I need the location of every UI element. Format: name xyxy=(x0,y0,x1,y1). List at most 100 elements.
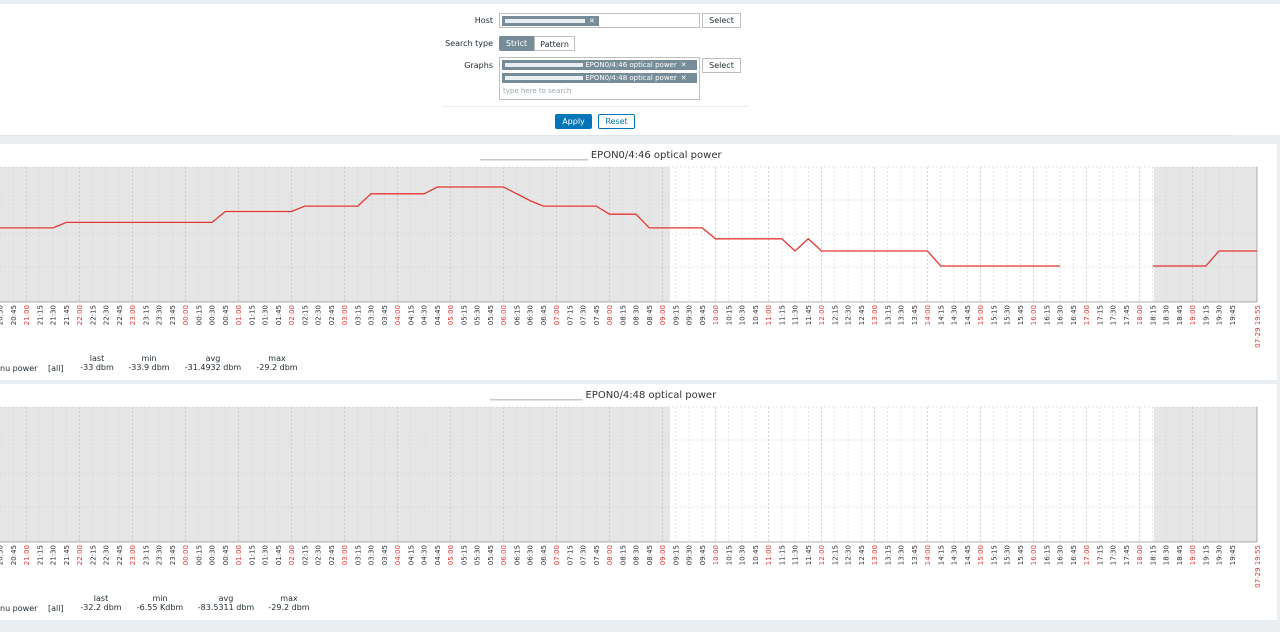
x-tick-label: 06:00 xyxy=(500,305,508,325)
x-tick-label: 04:30 xyxy=(421,305,429,325)
x-tick-label: 17:15 xyxy=(1096,305,1104,325)
x-tick-label: 02:30 xyxy=(315,305,323,325)
x-tick-label: 03:15 xyxy=(354,545,362,565)
x-tick-label: 10:30 xyxy=(739,305,747,325)
x-tick-label: 12:15 xyxy=(831,305,839,325)
x-tick-label: 13:00 xyxy=(871,305,879,325)
x-tick-label: 11:30 xyxy=(792,305,800,325)
x-tick-label: 21:30 xyxy=(50,545,58,565)
x-tick-label: 07:45 xyxy=(593,545,601,565)
x-tick-label: 00:15 xyxy=(195,305,203,325)
host-tag-redacted xyxy=(505,19,585,23)
x-tick-label: 13:15 xyxy=(884,545,892,565)
x-tick-label: 19:15 xyxy=(1202,545,1210,565)
x-tick-label: 08:30 xyxy=(633,305,641,325)
x-tick-label: 08:15 xyxy=(619,305,627,325)
host-input[interactable]: ✕ xyxy=(499,13,700,28)
x-tick-label: 03:45 xyxy=(381,545,389,565)
apply-button[interactable]: Apply xyxy=(555,114,592,129)
x-tick-label: 18:45 xyxy=(1176,305,1184,325)
x-tick-label: 01:30 xyxy=(262,305,270,325)
x-tick-label: 09:15 xyxy=(672,545,680,565)
x-tick-label: 04:00 xyxy=(394,305,402,325)
x-tick-label: 00:00 xyxy=(182,545,190,565)
x-tick-label: 03:30 xyxy=(368,305,376,325)
x-tick-label: 17:45 xyxy=(1123,305,1131,325)
x-tick-label: 11:45 xyxy=(805,305,813,325)
x-tick-label: 20:30 xyxy=(0,305,5,325)
remove-icon[interactable]: ✕ xyxy=(680,61,687,69)
graphs-select-button[interactable]: Select xyxy=(702,58,741,73)
remove-icon[interactable]: ✕ xyxy=(680,74,687,82)
search-type-pattern[interactable]: Pattern xyxy=(534,36,575,51)
x-tick-label: 03:30 xyxy=(368,545,376,565)
x-tick-label: 16:30 xyxy=(1057,545,1065,565)
legend-avg: avg -83.5311 dbm xyxy=(197,594,255,612)
x-tick-label: 00:45 xyxy=(222,545,230,565)
search-type-strict[interactable]: Strict xyxy=(499,36,534,51)
graph-legend: nu power [all] last -32.2 dbm min -6.55 Kd… xyxy=(0,592,320,620)
x-tick-label: 17:30 xyxy=(1110,545,1118,565)
x-tick-label: 01:30 xyxy=(262,545,270,565)
x-tick-label: 15:00 xyxy=(977,305,985,325)
filter-panel-edge xyxy=(1230,4,1280,135)
x-tick-label: 08:45 xyxy=(646,545,654,565)
x-tick-label: 10:15 xyxy=(725,305,733,325)
x-tick-label: 17:15 xyxy=(1096,545,1104,565)
x-tick-label: 13:30 xyxy=(898,305,906,325)
remove-icon[interactable]: ✕ xyxy=(589,17,595,25)
graphs-search-input[interactable]: type here to search xyxy=(503,87,572,95)
x-tick-label: 21:45 xyxy=(63,545,71,565)
x-tick-label: 22:00 xyxy=(76,545,84,565)
x-tick-label: 13:00 xyxy=(871,545,879,565)
graphs-tag-1: EPON0/4:46 optical power ✕ xyxy=(502,60,697,70)
x-tick-label: 21:00 xyxy=(23,545,31,565)
graphs-multiselect[interactable]: EPON0/4:46 optical power ✕ EPON0/4:48 opt… xyxy=(499,57,700,100)
x-tick-label: 20:45 xyxy=(10,545,18,565)
x-tick-label: 10:15 xyxy=(725,545,733,565)
x-tick-label: 01:00 xyxy=(235,305,243,325)
x-tick-label: 19:45 xyxy=(1229,305,1237,325)
x-tick-label: 07:30 xyxy=(580,545,588,565)
graphs-tag-redacted xyxy=(505,76,583,80)
x-tick-label: 16:15 xyxy=(1043,545,1051,565)
filter-divider xyxy=(442,106,748,107)
x-tick-label: 23:15 xyxy=(142,545,150,565)
x-tick-label: 15:00 xyxy=(977,545,985,565)
reset-button[interactable]: Reset xyxy=(598,114,635,129)
x-tick-label: 19:15 xyxy=(1202,305,1210,325)
x-tick-label: 03:45 xyxy=(381,305,389,325)
x-tick-label: 21:15 xyxy=(36,545,44,565)
host-label: Host xyxy=(474,16,493,25)
x-tick-label: 16:30 xyxy=(1057,305,1065,325)
x-tick-label: 12:45 xyxy=(858,545,866,565)
x-tick-label: 09:30 xyxy=(686,545,694,565)
x-tick-label: 22:15 xyxy=(89,545,97,565)
graph-canvas: 20:30 20:45 21:00 21:15 21:30 21:45 22:00 22:15… xyxy=(0,166,1262,348)
x-tick-label: 16:00 xyxy=(1030,305,1038,325)
x-tick-label: 05:00 xyxy=(447,305,455,325)
x-tick-label: 13:45 xyxy=(911,305,919,325)
x-tick-label: 17:45 xyxy=(1123,545,1131,565)
x-tick-label: 05:15 xyxy=(460,305,468,325)
x-tick-label: 10:45 xyxy=(752,545,760,565)
x-tick-label: 02:15 xyxy=(301,545,309,565)
x-tick-label: 03:15 xyxy=(354,305,362,325)
x-tick-label: 12:30 xyxy=(845,545,853,565)
x-tick-label: 06:30 xyxy=(527,545,535,565)
shade-region xyxy=(0,167,670,302)
host-select-button[interactable]: Select xyxy=(702,13,741,28)
x-tick-label: 08:45 xyxy=(646,305,654,325)
x-tick-label: 06:00 xyxy=(500,545,508,565)
x-tick-label: 21:00 xyxy=(23,305,31,325)
x-tick-label: 07:00 xyxy=(553,305,561,325)
x-tick-label: 11:15 xyxy=(778,545,786,565)
x-tick-label: 12:45 xyxy=(858,305,866,325)
x-tick-label: 19:45 xyxy=(1229,545,1237,565)
legend-last: last -32.2 dbm xyxy=(80,594,122,612)
x-tick-label: 04:45 xyxy=(434,545,442,565)
x-tick-label: 16:45 xyxy=(1070,305,1078,325)
x-tick-label: 19:00 xyxy=(1189,305,1197,325)
graph-canvas: 20:30 20:45 21:00 21:15 21:30 21:45 22:00 22:15… xyxy=(0,406,1262,588)
host-tag: ✕ xyxy=(502,16,599,26)
